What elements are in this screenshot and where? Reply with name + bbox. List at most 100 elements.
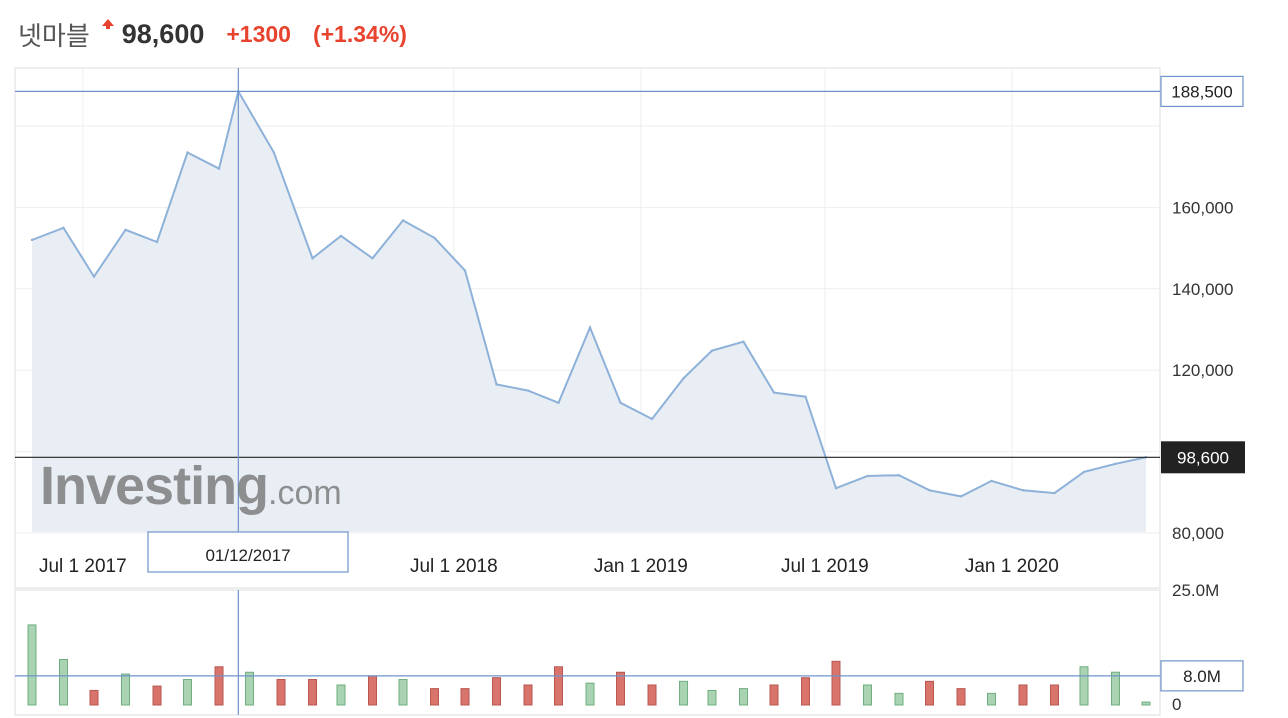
volume-zero-label: 0 bbox=[1172, 695, 1181, 714]
volume-bar bbox=[89, 689, 99, 706]
price-point bbox=[30, 238, 34, 242]
volume-bar bbox=[523, 684, 533, 706]
price-point bbox=[155, 240, 159, 244]
date-tick-label: Jan 1 2019 bbox=[594, 556, 688, 577]
price-point bbox=[526, 389, 530, 392]
volume-bar bbox=[679, 680, 689, 706]
crosshair-volume-box bbox=[1160, 660, 1244, 692]
price-point bbox=[1053, 491, 1056, 495]
price-point bbox=[371, 257, 374, 260]
price-change: +1300 bbox=[226, 20, 291, 47]
volume-bar bbox=[308, 679, 318, 706]
volume-bar bbox=[800, 677, 810, 706]
volume-bar bbox=[398, 679, 408, 706]
price-point bbox=[619, 401, 622, 404]
volume-bar bbox=[183, 679, 193, 706]
last-price-badge bbox=[1161, 441, 1245, 474]
volume-bar bbox=[831, 660, 841, 706]
price-point bbox=[92, 275, 96, 278]
volume-bar bbox=[554, 666, 564, 706]
volume-bar bbox=[1111, 671, 1121, 706]
price-point bbox=[557, 401, 560, 404]
price-point bbox=[928, 489, 931, 492]
price-point bbox=[897, 474, 901, 477]
last-price: 98,600 bbox=[121, 18, 205, 49]
price-point bbox=[804, 395, 807, 398]
crosshair-price-label: 188,500 bbox=[1171, 82, 1232, 101]
price-point bbox=[710, 349, 714, 352]
price-point bbox=[1082, 470, 1086, 474]
date-tick-label: Jul 1 2018 bbox=[410, 556, 498, 577]
last-price-label: 98,600 bbox=[1177, 448, 1229, 467]
stock-name: 넷마블 bbox=[18, 21, 90, 52]
volume-bar bbox=[863, 684, 872, 706]
price-point bbox=[772, 391, 776, 394]
price-point bbox=[742, 340, 745, 343]
volume-bar bbox=[245, 671, 255, 706]
volume-bar bbox=[1141, 701, 1151, 706]
volume-panel-frame bbox=[14, 589, 1161, 716]
volume-max-label: 25.0M bbox=[1172, 581, 1219, 600]
price-point bbox=[124, 228, 127, 231]
price-point bbox=[62, 226, 65, 229]
price-point bbox=[401, 219, 405, 222]
volume-bar bbox=[152, 685, 162, 706]
price-panel-frame bbox=[14, 67, 1161, 589]
price-point bbox=[186, 151, 189, 154]
date-tick-label: Jul 1 2017 bbox=[39, 556, 127, 577]
crosshair-price-box bbox=[1160, 75, 1244, 108]
volume-bar bbox=[368, 675, 378, 706]
price-point bbox=[990, 479, 993, 483]
price-tick-label: 160,000 bbox=[1172, 198, 1233, 217]
price-point bbox=[272, 151, 276, 154]
price-point bbox=[495, 383, 498, 386]
volume-bar bbox=[276, 679, 286, 706]
price-point bbox=[834, 487, 838, 490]
volume-bar bbox=[336, 684, 346, 706]
volume-bar bbox=[430, 688, 440, 706]
crosshair-date-box bbox=[147, 531, 349, 573]
price-point bbox=[433, 236, 436, 240]
volume-bar bbox=[585, 682, 595, 706]
volume-bar bbox=[1079, 666, 1089, 706]
price-tick-label: 140,000 bbox=[1172, 280, 1233, 299]
volume-bar bbox=[925, 680, 935, 706]
price-point bbox=[463, 269, 467, 272]
price-change-percent: (+1.34%) bbox=[312, 20, 407, 47]
volume-bar bbox=[1050, 684, 1060, 706]
volume-bar bbox=[1018, 684, 1028, 706]
price-point bbox=[650, 417, 654, 421]
quote-header: 넷마블 98,600 +1300 (+1.34%) bbox=[18, 14, 407, 54]
price-tick-label: 80,000 bbox=[1172, 524, 1224, 543]
price-point bbox=[217, 167, 221, 170]
volume-bar bbox=[214, 666, 224, 706]
volume-bar bbox=[492, 677, 502, 706]
price-area bbox=[32, 91, 1146, 533]
volume-bar bbox=[738, 688, 748, 706]
volume-bar bbox=[59, 659, 69, 706]
date-tick-label: Jan 1 2020 bbox=[965, 556, 1059, 577]
price-point bbox=[311, 257, 314, 260]
price-point bbox=[866, 474, 869, 478]
up-arrow-icon bbox=[101, 19, 114, 29]
price-tick-label: 120,000 bbox=[1172, 361, 1233, 380]
volume-bar bbox=[647, 684, 657, 706]
price-point bbox=[588, 326, 592, 329]
volume-bar bbox=[121, 673, 131, 706]
volume-bar bbox=[460, 688, 470, 706]
date-tick-label: Jul 1 2019 bbox=[781, 556, 869, 577]
volume-bar bbox=[707, 689, 717, 706]
price-point bbox=[1021, 489, 1025, 492]
price-point bbox=[339, 234, 343, 238]
crosshair-date-label: 01/12/2017 bbox=[205, 546, 290, 565]
volume-bar bbox=[894, 692, 904, 706]
volume-bar bbox=[27, 624, 37, 706]
price-point bbox=[959, 495, 963, 498]
volume-bar bbox=[616, 671, 626, 706]
price-point bbox=[1114, 462, 1117, 466]
volume-bar bbox=[956, 688, 966, 706]
volume-bar bbox=[987, 692, 997, 706]
crosshair-volume-label: 8.0M bbox=[1183, 667, 1221, 686]
price-point bbox=[682, 377, 685, 380]
